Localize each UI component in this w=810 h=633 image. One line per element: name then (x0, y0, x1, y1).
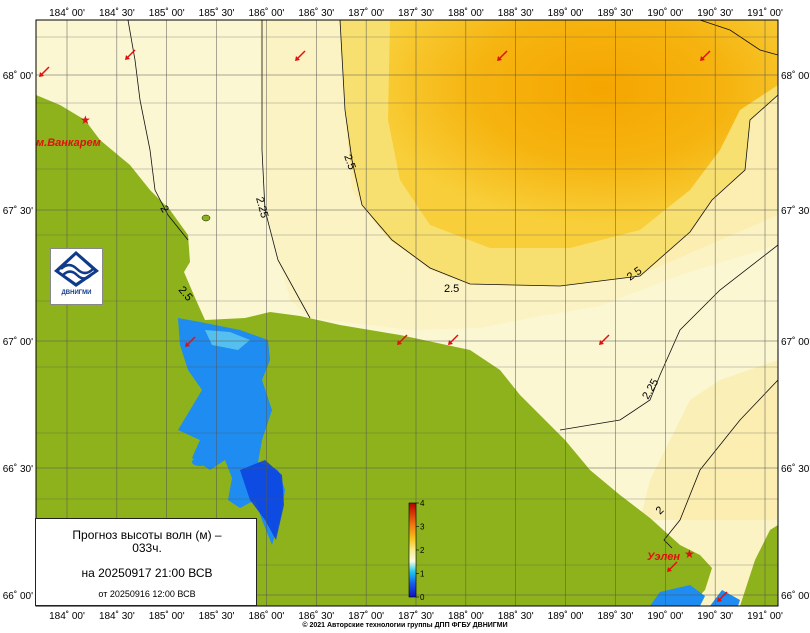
longitude-tick-label: 186˚ 00' (249, 7, 285, 19)
wave-arrow-icon (700, 50, 711, 61)
forecast-info-panel: Прогноз высоты волн (м) – 033ч. на 20250… (35, 518, 257, 606)
place-marker-icon: ★ (80, 113, 91, 127)
longitude-tick-label: 187˚ 30' (398, 610, 434, 622)
latitude-tick-label: 68˚ 00' (781, 70, 810, 82)
latitude-tick-label: 66˚ 30' (781, 463, 810, 475)
wave-arrow-icon (185, 336, 196, 347)
colorbar-tick-label: 2 (420, 546, 425, 555)
colorbar-tick-label: 3 (420, 523, 425, 532)
longitude-tick-label: 189˚ 30' (598, 7, 634, 19)
contour-lines (127, 20, 778, 549)
wave-arrow-icon (667, 561, 678, 572)
longitude-tick-label: 184˚ 30' (99, 7, 135, 19)
dvnigmi-logo: ДВНИГМИ (50, 248, 103, 305)
longitude-tick-label: 186˚ 30' (298, 610, 334, 622)
logo-text: ДВНИГМИ (61, 290, 92, 296)
colorbar-tick-label: 0 (420, 593, 425, 602)
longitude-tick-label: 188˚ 00' (448, 610, 484, 622)
longitude-tick-label: 186˚ 30' (298, 7, 334, 19)
latitude-tick-label: 66˚ 30' (3, 463, 33, 475)
strait-water-2 (710, 590, 740, 606)
longitude-tick-label: 190˚ 00' (647, 610, 683, 622)
colorbar-ticks: 4 3 2 1 0 (416, 499, 425, 602)
forecast-title: Прогноз высоты волн (м) – 033ч. (40, 529, 254, 555)
longitude-tick-label: 187˚ 00' (348, 610, 384, 622)
longitude-tick-label: 187˚ 30' (398, 7, 434, 19)
lagoon-shallow (205, 330, 250, 350)
latitude-tick-label: 67˚ 30' (781, 205, 810, 217)
wave-arrow-icon (397, 334, 408, 345)
colorbar-tick-label: 1 (420, 570, 425, 579)
forecast-issued-time: от 20250916 12:00 ВСВ (98, 589, 196, 599)
contour-label: 2.5 (341, 153, 358, 171)
copyright: © 2021 Авторские технологии группы ДПП Ф… (302, 621, 507, 629)
latitude-tick-label: 67˚ 00' (781, 336, 810, 348)
longitude-tick-label: 191˚ 00' (747, 7, 783, 19)
place-vankarem: м.Ванкарем (36, 137, 101, 149)
longitude-labels-bottom: 184˚ 00' 184˚ 30' 185˚ 00' 185˚ 30' 186˚ 00'… (49, 610, 783, 622)
colorbar (408, 502, 417, 598)
land-alaska (740, 525, 778, 606)
colorbar-tick-label: 4 (420, 499, 425, 508)
logo-emblem-icon (54, 251, 99, 287)
longitude-tick-label: 188˚ 30' (498, 7, 534, 19)
longitude-tick-label: 184˚ 00' (49, 610, 85, 622)
longitude-tick-label: 185˚ 30' (199, 610, 235, 622)
forecast-valid-time: на 20250917 21:00 ВСВ (81, 566, 213, 580)
wave-arrow-icon (39, 66, 50, 77)
longitude-tick-label: 189˚ 30' (598, 610, 634, 622)
longitude-tick-label: 187˚ 00' (348, 7, 384, 19)
contour-label: 2.25 (253, 196, 270, 220)
strait-water (650, 585, 705, 606)
longitude-tick-label: 185˚ 00' (149, 7, 185, 19)
contour-label: 2.5 (444, 283, 459, 295)
island (201, 214, 211, 222)
land-chukotka (36, 95, 712, 606)
wave-arrow-icon (497, 50, 508, 61)
longitude-tick-label: 189˚ 00' (548, 7, 584, 19)
map-border (35, 19, 779, 607)
latitude-tick-label: 67˚ 30' (3, 205, 33, 217)
forecast-title-line2: 033ч. (132, 541, 162, 555)
longitude-tick-label: 189˚ 00' (548, 610, 584, 622)
wave-arrow-icon (125, 49, 136, 60)
wave-arrow-icon (448, 334, 459, 345)
place-marker-icon: ★ (684, 547, 695, 561)
latitude-labels-right: 68˚ 00' 67˚ 30' 67˚ 00' 66˚ 30' 66˚ 00' (781, 70, 810, 602)
wave-arrow-icon (599, 334, 610, 345)
longitude-tick-label: 185˚ 30' (199, 7, 235, 19)
latitude-tick-label: 67˚ 00' (3, 336, 33, 348)
longitude-tick-label: 184˚ 30' (99, 610, 135, 622)
latitude-labels-left: 68˚ 00' 67˚ 30' 67˚ 00' 66˚ 30' 66˚ 00' (3, 70, 33, 602)
longitude-tick-label: 186˚ 00' (249, 610, 285, 622)
longitude-tick-label: 184˚ 00' (49, 7, 85, 19)
longitude-tick-label: 190˚ 30' (697, 610, 733, 622)
forecast-title-line1: Прогноз высоты волн (м) – (72, 528, 222, 542)
longitude-tick-label: 185˚ 00' (149, 610, 185, 622)
wave-arrow-icon (717, 591, 728, 602)
longitude-tick-label: 190˚ 30' (697, 7, 733, 19)
lagoon-deep (240, 460, 284, 540)
longitude-tick-label: 188˚ 30' (498, 610, 534, 622)
sea-zone-peak (388, 20, 778, 248)
wave-arrow-icon (295, 50, 306, 61)
latitude-tick-label: 66˚ 00' (781, 590, 810, 602)
latitude-tick-label: 68˚ 00' (3, 70, 33, 82)
latitude-tick-label: 66˚ 00' (3, 590, 33, 602)
longitude-tick-label: 190˚ 00' (647, 7, 683, 19)
wave-direction-arrows (39, 49, 728, 602)
longitude-tick-label: 191˚ 00' (747, 610, 783, 622)
place-uelen: Уэлен (647, 551, 680, 563)
small-lagoon (192, 458, 208, 466)
longitude-tick-label: 188˚ 00' (448, 7, 484, 19)
longitude-labels-top: 184˚ 00' 184˚ 30' 185˚ 00' 185˚ 30' 186˚ 00'… (49, 7, 783, 19)
contour-label: 2 (157, 204, 170, 215)
